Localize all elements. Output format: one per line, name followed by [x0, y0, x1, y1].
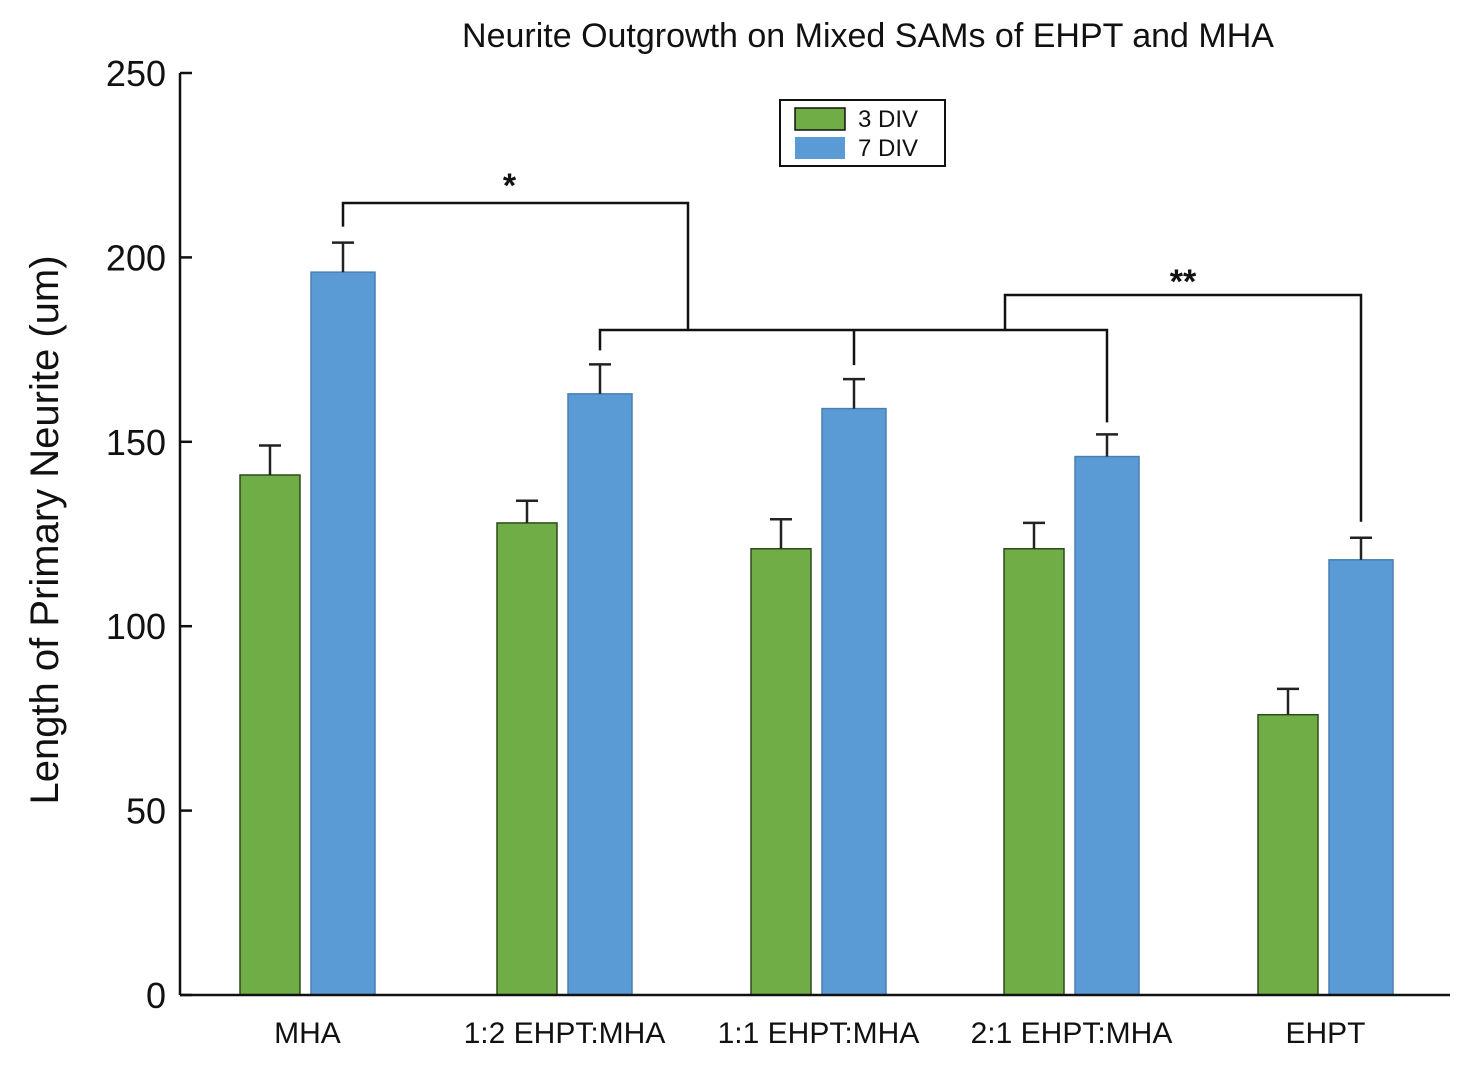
error-bar-1-2-ehpt-mha-3-div [516, 499, 538, 523]
y-tick-label-250: 250 [106, 53, 166, 94]
y-axis-label: Length of Primary Neurite (um) [23, 255, 67, 804]
legend: 3 DIV 7 DIV [779, 99, 946, 167]
y-tick-label-150: 150 [106, 422, 166, 463]
significance-label-double: ** [1170, 263, 1197, 301]
y-tick-label-0: 0 [146, 975, 166, 1016]
significance-brackets: *** [341, 167, 1363, 522]
x-tick-label-ehpt: EHPT [1285, 1017, 1365, 1050]
bar-1-2-ehpt-mha-3-div [496, 522, 558, 996]
bar-1-1-ehpt-mha-7-div [821, 407, 887, 996]
error-bar-mha-7-div [332, 241, 354, 273]
error-bar-1-2-ehpt-mha-7-div [589, 363, 611, 394]
bar-1-2-ehpt-mha-7-div [567, 393, 633, 996]
error-bar-mha-3-div [259, 444, 281, 475]
mixed-sam-bracket [598, 328, 1109, 423]
significance-bracket-double [1003, 293, 1363, 522]
bar-ehpt-7-div [1328, 559, 1394, 996]
bar-mha-3-div [239, 474, 301, 996]
legend-label-7-div: 7 DIV [858, 135, 918, 162]
error-bar-ehpt-7-div [1350, 536, 1372, 560]
x-tick-label-mha: MHA [274, 1017, 341, 1050]
x-tick-label-2-1-ehpt-mha: 2:1 EHPT:MHA [971, 1017, 1173, 1050]
error-bar-1-1-ehpt-mha-3-div [770, 517, 792, 549]
y-axis-ticks: 0 50 100 150 200 250 [106, 53, 192, 1016]
error-bar-ehpt-3-div [1277, 687, 1299, 715]
bar-ehpt-3-div [1257, 713, 1319, 996]
error-bar-2-1-ehpt-mha-7-div [1096, 433, 1118, 457]
chart-title: Neurite Outgrowth on Mixed SAMs of EHPT … [462, 17, 1274, 55]
legend-label-3-div: 3 DIV [858, 106, 918, 133]
error-bar-1-1-ehpt-mha-7-div [843, 377, 865, 409]
bar-mha-7-div [310, 271, 376, 996]
x-tick-label-1-2-ehpt-mha: 1:2 EHPT:MHA [464, 1017, 666, 1050]
significance-bracket-single [341, 201, 690, 330]
y-tick-label-100: 100 [106, 606, 166, 647]
x-tick-label-1-1-ehpt-mha: 1:1 EHPT:MHA [718, 1017, 920, 1050]
legend-swatch-3-div [794, 107, 846, 131]
y-tick-label-200: 200 [106, 237, 166, 278]
bar-1-1-ehpt-mha-3-div [750, 548, 812, 996]
error-bar-2-1-ehpt-mha-3-div [1023, 521, 1045, 549]
x-axis-ticks: MHA 1:2 EHPT:MHA 1:1 EHPT:MHA 2:1 EHPT:MHA E… [274, 1017, 1365, 1050]
error-bars-group [259, 241, 1372, 715]
bars-group [239, 271, 1394, 996]
bar-2-1-ehpt-mha-3-div [1003, 548, 1065, 996]
y-tick-label-50: 50 [126, 791, 166, 832]
legend-swatch-7-div [795, 137, 845, 159]
significance-label-single: * [503, 167, 517, 205]
bar-2-1-ehpt-mha-7-div [1074, 455, 1140, 996]
